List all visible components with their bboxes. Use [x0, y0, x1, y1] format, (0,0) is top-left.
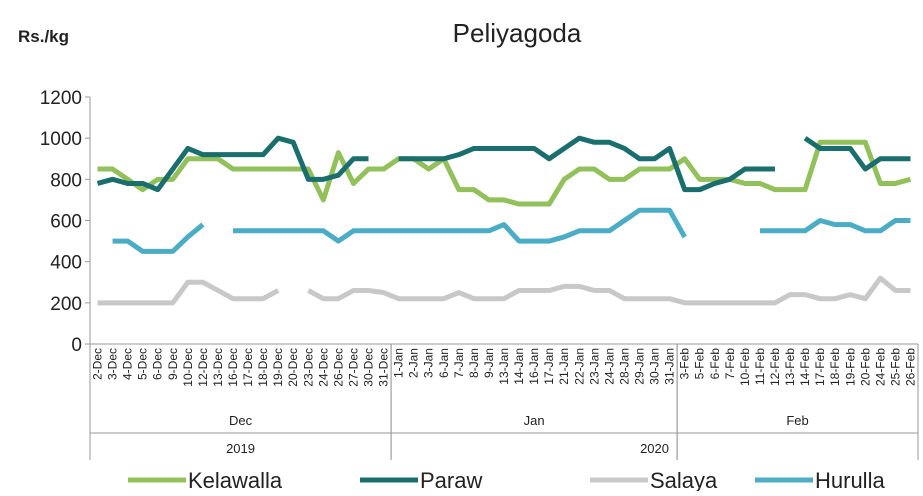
- x-tick-label: 6-Feb: [708, 348, 722, 380]
- x-tick-label: 1-Jan: [392, 348, 406, 378]
- x-tick-label: 12-Feb: [768, 348, 782, 386]
- x-tick-label: 13-Feb: [783, 348, 797, 386]
- x-tick-label: 3-Jan: [422, 348, 436, 378]
- x-tick-label: 3-Feb: [678, 348, 692, 380]
- series-line: [97, 279, 280, 306]
- x-tick-label: 5-Feb: [693, 348, 707, 380]
- x-tick-label: 6-Dec: [151, 348, 165, 380]
- x-tick-label: 5-Dec: [136, 348, 150, 380]
- x-tick-label: 26-Dec: [331, 348, 345, 387]
- x-tick-label: 24-Jan: [602, 348, 616, 385]
- x-tick-label: 9-Dec: [166, 348, 180, 380]
- x-tick-label: 14-Jan: [512, 348, 526, 385]
- x-tick-label: 31-Dec: [377, 348, 391, 387]
- x-tick-label: 19-Feb: [843, 348, 857, 386]
- x-tick-label: 2-Dec: [91, 348, 105, 380]
- x-tick-label: 13-Jan: [497, 348, 511, 385]
- x-tick-label: 25-Feb: [888, 348, 902, 386]
- series-line: [803, 136, 911, 172]
- x-tick-label: 14-Feb: [798, 348, 812, 386]
- series-line: [233, 207, 687, 244]
- y-tick-label: 200: [50, 294, 82, 315]
- x-tick-label: 23-Dec: [301, 348, 315, 387]
- legend-label: Kelawalla: [188, 468, 283, 491]
- x-tick-label: 16-Dec: [226, 348, 240, 387]
- x-tick-label: 18-Feb: [828, 348, 842, 386]
- x-tick-label: 4-Dec: [121, 348, 135, 380]
- month-label: Jan: [524, 413, 545, 428]
- x-tick-label: 20-Dec: [286, 348, 300, 387]
- series-line: [307, 275, 911, 306]
- x-tick-label: 3-Dec: [106, 348, 120, 380]
- x-tick-label: 2-Jan: [407, 348, 421, 378]
- x-tick-label: 18-Dec: [256, 348, 270, 387]
- series-line: [112, 222, 205, 254]
- x-tick-label: 17-Dec: [241, 348, 255, 387]
- legend-label: Paraw: [420, 468, 482, 491]
- x-tick-label: 13-Dec: [211, 348, 225, 387]
- x-tick-label: 9-Jan: [482, 348, 496, 378]
- series-line: [96, 135, 369, 193]
- x-tick-label: 30-Jan: [648, 348, 662, 385]
- year-label: 2019: [226, 441, 255, 456]
- month-label: Feb: [786, 413, 808, 428]
- x-tick-label: 10-Dec: [181, 348, 195, 387]
- x-tick-label: 28-Jan: [617, 348, 631, 385]
- x-tick-label: 11-Feb: [753, 348, 767, 385]
- year-label: 2020: [640, 441, 669, 456]
- x-tick-label: 21-Jan: [557, 348, 571, 385]
- x-tick-label: 26-Feb: [903, 348, 917, 386]
- series-line: [97, 139, 912, 207]
- y-tick-label: 600: [50, 212, 82, 233]
- month-label: Dec: [229, 413, 253, 428]
- x-tick-label: 30-Dec: [362, 348, 376, 387]
- chart-title: Peliyagoda: [453, 18, 582, 48]
- x-tick-label: 17-Feb: [813, 348, 827, 386]
- x-tick-label: 8-Jan: [467, 348, 481, 378]
- x-tick-label: 23-Jan: [587, 348, 601, 385]
- x-tick-label: 16-Jan: [527, 348, 541, 385]
- x-tick-label: 6-Jan: [437, 348, 451, 378]
- x-tick-label: 7-Jan: [452, 348, 466, 378]
- legend-label: Salaya: [650, 468, 718, 491]
- y-tick-label: 1200: [40, 88, 82, 109]
- x-tick-label: 12-Dec: [196, 348, 210, 387]
- x-tick-label: 31-Jan: [663, 348, 677, 385]
- x-tick-label: 19-Dec: [271, 348, 285, 387]
- x-tick-label: 17-Jan: [542, 348, 556, 385]
- x-tick-label: 27-Dec: [346, 348, 360, 387]
- x-tick-label: 22-Jan: [572, 348, 586, 385]
- x-tick-label: 10-Feb: [738, 348, 752, 386]
- series-line: [759, 218, 911, 234]
- y-tick-label: 1000: [40, 129, 82, 150]
- y-tick-label: 800: [50, 170, 82, 191]
- legend-label: Hurulla: [815, 468, 885, 491]
- x-tick-label: 7-Feb: [723, 348, 737, 380]
- x-tick-label: 24-Dec: [316, 348, 330, 387]
- y-tick-label: 0: [71, 335, 82, 356]
- x-tick-label: 20-Feb: [858, 348, 872, 386]
- x-tick-label: 24-Feb: [873, 348, 887, 386]
- x-tick-label: 29-Jan: [632, 348, 646, 385]
- series-line: [398, 135, 775, 193]
- y-axis-label: Rs./kg: [18, 27, 69, 46]
- y-tick-label: 400: [50, 253, 82, 274]
